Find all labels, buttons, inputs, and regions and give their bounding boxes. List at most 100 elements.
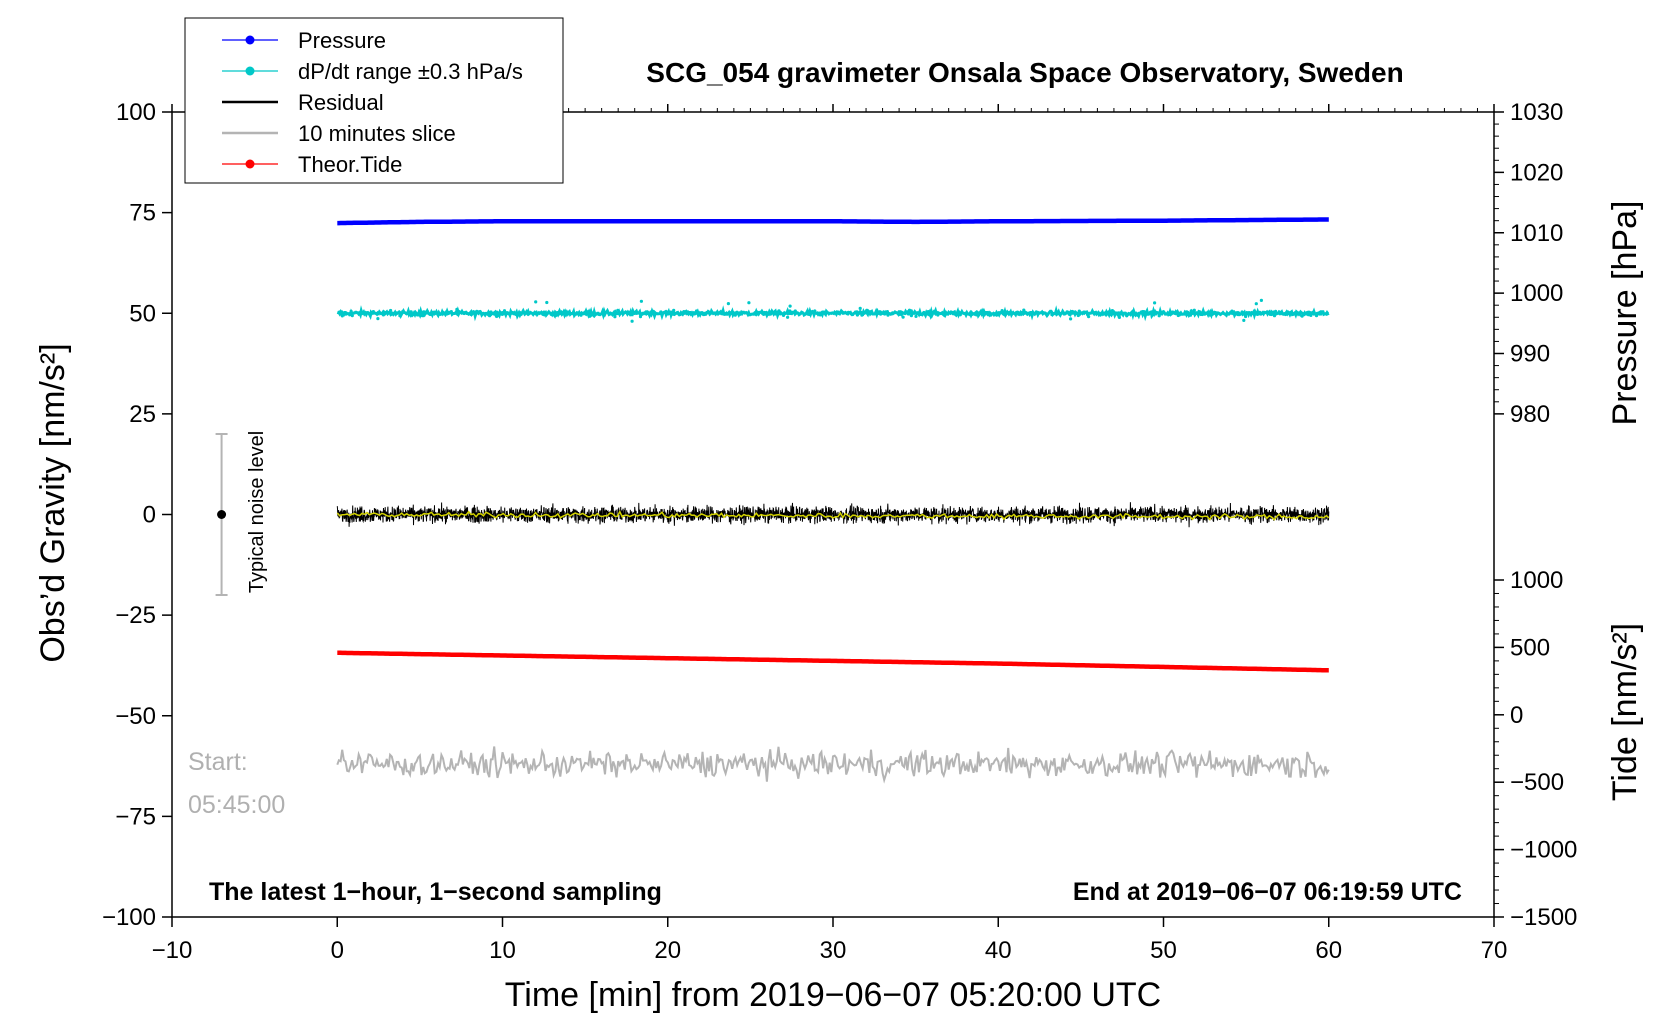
tide-tick-label: −500 bbox=[1510, 769, 1564, 796]
dpdt-point bbox=[608, 312, 612, 316]
dpdt-point bbox=[404, 312, 409, 316]
dpdt-point bbox=[455, 309, 459, 313]
dpdt-point bbox=[481, 311, 486, 315]
dpdt-point bbox=[890, 312, 895, 316]
dpdt-point bbox=[968, 311, 973, 315]
dpdt-point bbox=[1314, 314, 1319, 318]
dpdt-point bbox=[1257, 311, 1261, 316]
dpdt-point bbox=[899, 310, 903, 314]
axes-layer: −10 0 10 20 30 40 50 60 70−100−75−50−25025507510… bbox=[102, 99, 1577, 964]
dpdt-point bbox=[694, 309, 699, 313]
dpdt-point bbox=[855, 311, 859, 315]
dpdt-point bbox=[906, 312, 910, 316]
y-tick-label: 100 bbox=[116, 99, 156, 126]
pressure-line bbox=[337, 217, 1329, 226]
dpdt-point bbox=[1055, 311, 1059, 315]
dpdt-point bbox=[630, 319, 634, 323]
dpdt-point bbox=[1259, 298, 1263, 302]
dpdt-point bbox=[499, 312, 503, 316]
dpdt-point bbox=[879, 312, 883, 316]
dpdt-point bbox=[541, 312, 545, 316]
dpdt-point bbox=[1110, 309, 1114, 313]
x-tick-label: 10 bbox=[489, 937, 516, 964]
x-tick-label: 0 bbox=[331, 937, 344, 964]
series-pressure bbox=[337, 217, 1329, 226]
pressure-tick-label: 1030 bbox=[1510, 99, 1563, 126]
y-tick-label: 25 bbox=[129, 401, 156, 428]
series-residual bbox=[336, 502, 1330, 528]
dpdt-point bbox=[689, 311, 693, 315]
dpdt-point bbox=[475, 309, 479, 313]
dpdt-point bbox=[886, 313, 890, 317]
dpdt-point bbox=[1254, 302, 1258, 306]
dpdt-point bbox=[797, 312, 801, 316]
dpdt-point bbox=[700, 311, 704, 315]
dpdt-point bbox=[778, 312, 782, 316]
dpdt-point bbox=[1287, 312, 1291, 316]
dpdt-point bbox=[502, 309, 507, 313]
dpdt-point bbox=[1124, 313, 1128, 317]
dpdt-point bbox=[381, 313, 385, 317]
dpdt-point bbox=[409, 310, 413, 314]
dpdt-point bbox=[665, 310, 669, 314]
pressure-tick-label: 1000 bbox=[1510, 280, 1563, 307]
dpdt-point bbox=[704, 312, 708, 316]
residual-smoothed bbox=[336, 510, 1330, 521]
dpdt-point bbox=[1192, 308, 1196, 312]
dpdt-point bbox=[534, 300, 538, 304]
legend-marker bbox=[245, 35, 255, 45]
dpdt-point bbox=[626, 312, 631, 316]
dpdt-point bbox=[389, 308, 393, 313]
dpdt-point bbox=[672, 308, 676, 312]
y-tick-label: −25 bbox=[115, 602, 156, 629]
dpdt-point bbox=[1283, 312, 1288, 317]
dpdt-point bbox=[1185, 310, 1189, 314]
dpdt-point bbox=[786, 315, 790, 319]
series-10-minutes-slice bbox=[336, 746, 1330, 784]
dpdt-point bbox=[401, 310, 405, 314]
legend-label: Pressure bbox=[298, 28, 386, 53]
dpdt-point bbox=[869, 310, 873, 314]
dpdt-point bbox=[1000, 309, 1004, 313]
chart-title: SCG_054 gravimeter Onsala Space Observat… bbox=[646, 57, 1403, 88]
dpdt-point bbox=[439, 312, 443, 316]
dpdt-point bbox=[394, 312, 398, 316]
dpdt-point bbox=[589, 311, 593, 315]
dpdt-point bbox=[649, 310, 653, 314]
dpdt-point bbox=[1176, 311, 1180, 315]
dpdt-point bbox=[592, 310, 596, 314]
dpdt-point bbox=[1225, 312, 1229, 316]
dpdt-point bbox=[846, 310, 851, 314]
dpdt-point bbox=[686, 310, 690, 314]
tide-line bbox=[337, 650, 1329, 673]
dpdt-point bbox=[1240, 310, 1244, 314]
dpdt-point bbox=[1065, 310, 1069, 314]
dpdt-point bbox=[818, 313, 822, 317]
tide-tick-label: 500 bbox=[1510, 634, 1550, 661]
dpdt-point bbox=[726, 302, 731, 306]
dpdt-point bbox=[423, 312, 427, 316]
dpdt-point bbox=[1045, 313, 1049, 317]
dpdt-point bbox=[747, 301, 751, 305]
dpdt-point bbox=[998, 311, 1002, 315]
dpdt-point bbox=[469, 312, 473, 317]
dpdt-point bbox=[916, 311, 920, 315]
dpdt-point bbox=[909, 314, 914, 318]
dpdt-point bbox=[371, 310, 375, 314]
dpdt-point bbox=[376, 317, 380, 321]
y-tick-label: −100 bbox=[102, 904, 156, 931]
dpdt-point bbox=[958, 313, 962, 317]
dpdt-point bbox=[398, 313, 402, 317]
dpdt-point bbox=[1200, 312, 1204, 317]
noise-level-label: Typical noise level bbox=[246, 431, 268, 593]
pressure-tick-label: 1020 bbox=[1510, 159, 1563, 186]
dpdt-point bbox=[898, 312, 902, 316]
tide-tick-label: −1500 bbox=[1510, 904, 1577, 931]
dpdt-point bbox=[517, 312, 521, 316]
legend: Pressure dP/dt range ±0.3 hPa/s Residual 10… bbox=[184, 17, 564, 184]
dpdt-point bbox=[613, 315, 617, 319]
x-tick-label: 50 bbox=[1150, 937, 1177, 964]
x-tick-label: 30 bbox=[820, 937, 847, 964]
dpdt-point bbox=[1077, 309, 1081, 313]
dpdt-point bbox=[1153, 301, 1157, 305]
